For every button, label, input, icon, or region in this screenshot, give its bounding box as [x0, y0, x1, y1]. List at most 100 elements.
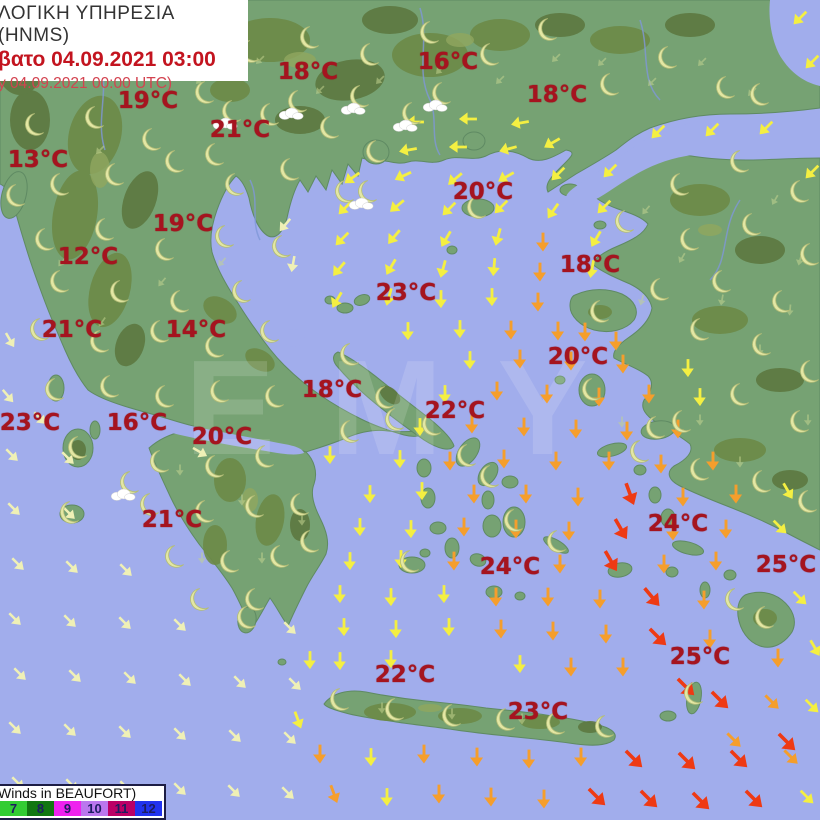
moon-icon — [392, 544, 428, 580]
moon-icon — [37, 372, 73, 408]
wind-arrow — [560, 656, 582, 678]
moon-icon — [280, 84, 316, 120]
wind-arrow — [797, 691, 820, 721]
moon-icon — [60, 430, 96, 466]
temperature-label: 24°C — [479, 554, 541, 580]
moon-icon — [207, 219, 243, 255]
wind-arrow — [694, 414, 707, 427]
moon-icon — [722, 377, 758, 413]
wind-arrow — [390, 449, 411, 470]
wind-arrow — [537, 586, 559, 608]
moon-icon — [792, 354, 820, 390]
moon-icon — [134, 122, 170, 158]
wind-arrow — [379, 222, 409, 252]
moon-icon — [162, 284, 198, 320]
wind-arrow — [327, 224, 357, 254]
wind-arrow — [300, 650, 321, 671]
moon-icon — [322, 682, 358, 718]
wind-arrow — [0, 442, 25, 469]
wind-arrow — [767, 647, 789, 669]
wind-arrow — [334, 617, 355, 638]
wind-arrow — [167, 776, 194, 803]
wind-arrow — [350, 517, 371, 538]
wind-arrow — [570, 746, 592, 768]
temperature-label: 18°C — [526, 82, 588, 108]
wind-arrow — [613, 477, 648, 512]
wind-arrow — [720, 740, 758, 778]
wind-arrow — [536, 383, 558, 405]
wind-arrow — [91, 141, 109, 159]
wind-arrow — [448, 137, 469, 158]
header-box: ΛΟΓΙΚΗ ΥΠΗΡΕΣΙΑ (HNMS) βατο 04.09.2021 0… — [0, 0, 248, 92]
moon-icon — [202, 374, 238, 410]
wind-arrow — [187, 439, 213, 465]
wind-arrow — [603, 511, 640, 548]
wind-arrow — [756, 686, 787, 717]
wind-arrow — [337, 163, 366, 192]
legend-swatch: 12 — [135, 801, 162, 816]
wind-arrow — [439, 450, 461, 472]
moon-icon — [332, 337, 368, 373]
moon-icon — [350, 174, 386, 210]
wind-arrow — [653, 553, 675, 575]
wind-arrow — [396, 138, 420, 162]
wind-arrow — [398, 321, 419, 342]
temperature-label: 25°C — [755, 552, 817, 578]
moon-icon — [642, 272, 678, 308]
wind-arrow — [690, 387, 711, 408]
wind-arrow — [324, 254, 354, 284]
moon-icon — [682, 452, 718, 488]
legend-swatch: 9 — [54, 801, 81, 816]
wind-arrow — [593, 543, 630, 580]
wind-arrow — [434, 584, 455, 605]
moon-icon — [676, 676, 712, 712]
moon-icon — [742, 77, 778, 113]
moon-icon — [782, 404, 818, 440]
wind-arrow — [705, 550, 727, 572]
temperature-label: 25°C — [669, 644, 731, 670]
wind-arrow — [643, 73, 661, 91]
wind-arrow — [227, 669, 254, 696]
moon-icon — [197, 137, 233, 173]
wind-arrow — [678, 358, 699, 379]
wind-arrow — [53, 253, 71, 271]
wind-arrow — [574, 321, 596, 343]
wind-arrow — [565, 418, 587, 440]
wind-arrow — [578, 778, 616, 816]
moon-icon — [530, 12, 566, 48]
wind-arrow — [547, 49, 565, 67]
moon-icon — [212, 544, 248, 580]
legend-swatch: 8 — [27, 801, 54, 816]
legend-scale: 7 8 9 10 11 12 — [0, 801, 164, 816]
moon-icon — [377, 692, 413, 728]
wind-arrow — [340, 551, 361, 572]
wind-arrow — [320, 445, 341, 466]
wind-arrow — [450, 319, 471, 340]
temperature-label: 19°C — [117, 88, 179, 114]
wind-arrow — [766, 191, 784, 209]
moon-icon — [496, 503, 532, 539]
temperature-label: 18°C — [277, 59, 339, 85]
moon-cloud-icon — [392, 118, 418, 132]
moon-icon — [292, 524, 328, 560]
gulf-of-corinth — [92, 398, 304, 455]
legend-swatch: 11 — [108, 801, 135, 816]
temperature-label: 23°C — [0, 410, 61, 436]
moon-icon — [22, 312, 58, 348]
moon-icon — [112, 465, 148, 501]
wind-arrow — [485, 224, 511, 250]
temperature-label: 21°C — [141, 507, 203, 533]
wind-arrow — [282, 253, 304, 275]
moon-icon — [142, 314, 178, 350]
moon-icon — [792, 237, 820, 273]
wind-arrow — [529, 261, 551, 283]
wind-arrow — [113, 557, 140, 584]
wind-arrow — [251, 51, 269, 69]
wind-arrow — [560, 350, 582, 372]
moon-icon — [708, 70, 744, 106]
moon-icon — [157, 144, 193, 180]
wind-arrow — [702, 450, 724, 472]
moon-icon — [102, 274, 138, 310]
moon-icon — [424, 76, 460, 112]
wind-arrow — [633, 578, 671, 616]
